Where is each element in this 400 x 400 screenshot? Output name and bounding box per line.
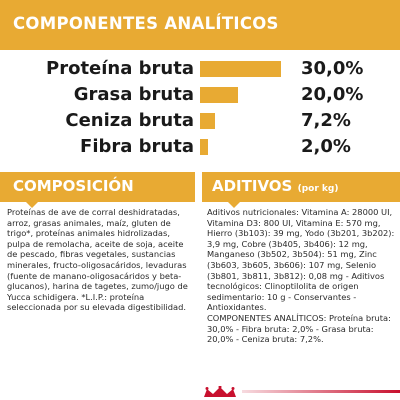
analytic-label: Proteína bruta (46, 58, 194, 79)
analytic-value: 7,2% (301, 110, 351, 131)
analytic-value: 30,0% (301, 58, 364, 79)
analytic-bar-track (200, 139, 290, 155)
analytic-value: 20,0% (301, 84, 364, 105)
analytic-bar (200, 139, 209, 155)
header-band: COMPONENTES ANALÍTICOS (0, 0, 400, 50)
analytic-row: Ceniza bruta 7,2% (0, 110, 400, 140)
analytic-bar (200, 87, 238, 103)
page-title: COMPONENTES ANALÍTICOS (13, 14, 279, 33)
components-note: COMPONENTES ANALÍTICOS: Proteína bruta: … (207, 312, 391, 345)
analytic-value: 2,0% (301, 136, 351, 157)
additives-title-wrap: ADITIVOS (por kg) (212, 177, 338, 195)
brand-stripe (242, 390, 400, 393)
analytic-row: Proteína bruta 30,0% (0, 58, 400, 88)
composition-title: COMPOSICIÓN (13, 177, 134, 195)
additives-notch (226, 200, 242, 208)
analytic-bar-track (200, 61, 290, 77)
additives-header: ADITIVOS (por kg) (202, 172, 400, 202)
analytic-label: Ceniza bruta (65, 110, 194, 131)
composition-header: COMPOSICIÓN (0, 172, 195, 202)
additives-body: Aditivos nutricionales: Vitamina A: 2800… (207, 207, 395, 313)
additives-title: ADITIVOS (212, 177, 293, 195)
analytic-label: Grasa bruta (73, 84, 194, 105)
royal-canin-crown-icon (204, 386, 236, 397)
additives-text: Aditivos nutricionales: Vitamina A: 2800… (207, 207, 397, 345)
analytic-bar-track (200, 87, 290, 103)
analytic-bar-track (200, 113, 290, 129)
composition-text: Proteínas de ave de corral deshidratadas… (7, 207, 188, 313)
analytic-bar (200, 61, 281, 77)
analytic-row: Fibra bruta 2,0% (0, 136, 400, 166)
additives-title-suffix: (por kg) (297, 184, 339, 194)
composition-notch (24, 200, 40, 208)
analytic-row: Grasa bruta 20,0% (0, 84, 400, 114)
analytic-bar (200, 113, 216, 129)
analytic-label: Fibra bruta (80, 136, 194, 157)
